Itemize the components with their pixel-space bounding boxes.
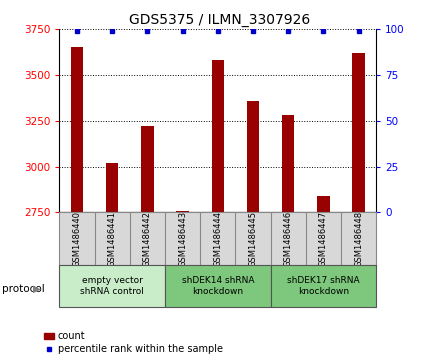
Text: GDS5375 / ILMN_3307926: GDS5375 / ILMN_3307926 xyxy=(129,13,311,27)
Bar xyxy=(271,265,376,307)
Text: GSM1486440: GSM1486440 xyxy=(73,211,81,267)
Bar xyxy=(165,265,271,307)
Bar xyxy=(71,47,83,212)
Bar xyxy=(282,115,294,212)
Bar xyxy=(247,101,259,212)
Bar xyxy=(352,53,365,212)
Text: shDEK14 shRNA
knockdown: shDEK14 shRNA knockdown xyxy=(182,276,254,295)
Bar xyxy=(141,126,154,212)
Text: GSM1486448: GSM1486448 xyxy=(354,211,363,267)
Text: GSM1486445: GSM1486445 xyxy=(249,211,257,267)
Text: protocol: protocol xyxy=(2,284,45,294)
Legend: count, percentile rank within the sample: count, percentile rank within the sample xyxy=(40,327,227,358)
Text: GSM1486442: GSM1486442 xyxy=(143,211,152,267)
Bar xyxy=(317,196,330,212)
Text: GSM1486444: GSM1486444 xyxy=(213,211,222,267)
Bar xyxy=(212,60,224,212)
Text: GSM1486441: GSM1486441 xyxy=(108,211,117,267)
Text: GSM1486446: GSM1486446 xyxy=(284,211,293,267)
Bar xyxy=(106,163,118,212)
Text: empty vector
shRNA control: empty vector shRNA control xyxy=(80,276,144,295)
Text: GSM1486443: GSM1486443 xyxy=(178,211,187,267)
Bar xyxy=(176,211,189,212)
Text: ▶: ▶ xyxy=(33,284,41,294)
Text: shDEK17 shRNA
knockdown: shDEK17 shRNA knockdown xyxy=(287,276,360,295)
Bar xyxy=(59,265,165,307)
Text: GSM1486447: GSM1486447 xyxy=(319,211,328,267)
